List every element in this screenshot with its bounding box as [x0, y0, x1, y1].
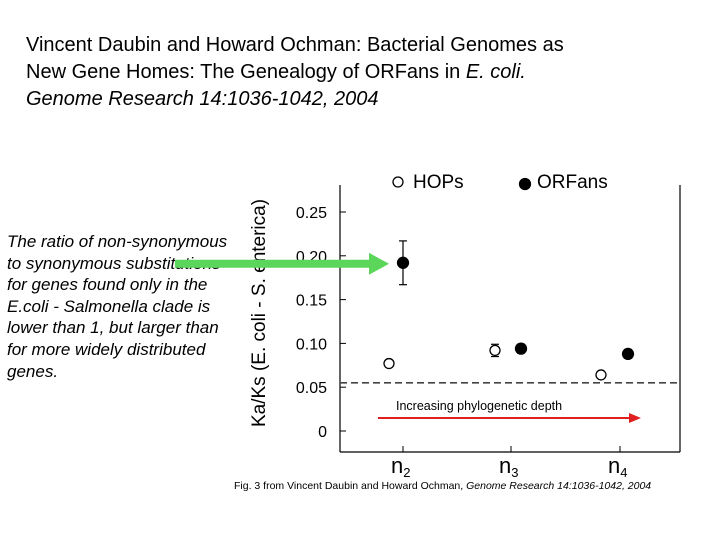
hops-point	[489, 344, 501, 357]
caption-text: Fig. 3 from Vincent Daubin and Howard Oc…	[234, 480, 467, 492]
hops-point	[595, 369, 607, 381]
x-tick-label: n2	[391, 453, 410, 480]
y-tick-label: 0.15	[296, 293, 327, 310]
x-tick-label: n4	[608, 453, 627, 480]
legend-label: HOPs	[413, 172, 464, 193]
depth-arrow-head	[629, 413, 641, 423]
description-text: The ratio of non-synonymous to synonymou…	[7, 232, 228, 381]
highlight-arrow-head	[369, 252, 389, 275]
y-tick-label: 0.10	[296, 336, 327, 353]
y-tick-label: 0	[318, 424, 327, 441]
title-line-1: Vincent Daubin and Howard Ochman: Bacter…	[26, 34, 564, 56]
y-axis-label: Ka/Ks (E. coli - S. enterica)	[249, 199, 270, 427]
y-tick-label: 0.25	[296, 205, 327, 222]
title-line-2-species: E. coli.	[465, 61, 526, 83]
title-line-2: New Gene Homes: The Genealogy of ORFans …	[26, 59, 706, 86]
legend-label: ORFans	[537, 172, 608, 193]
orfans-point	[514, 342, 528, 355]
orfans-point	[621, 347, 635, 361]
x-tick-label-subscript: 3	[511, 465, 518, 480]
slide-title: Vincent Daubin and Howard Ochman: Bacter…	[26, 32, 706, 113]
depth-arrow-label: Increasing phylogenetic depth	[396, 399, 562, 413]
legend-marker	[392, 176, 404, 188]
x-tick-label-subscript: 4	[620, 465, 627, 480]
figure-caption: Fig. 3 from Vincent Daubin and Howard Oc…	[234, 480, 720, 492]
x-tick-label-subscript: 2	[403, 465, 410, 480]
title-line-2-text: New Gene Homes: The Genealogy of ORFans …	[26, 61, 466, 83]
caption-journal: Genome Research 14:1036-1042, 2004	[466, 480, 652, 492]
orfans-point	[396, 256, 410, 269]
title-line-3: Genome Research 14:1036-1042, 2004	[26, 88, 379, 110]
y-tick-label: 0.05	[296, 380, 327, 397]
x-tick-label: n3	[499, 453, 518, 480]
hops-point	[383, 357, 395, 370]
legend-marker	[518, 177, 532, 191]
